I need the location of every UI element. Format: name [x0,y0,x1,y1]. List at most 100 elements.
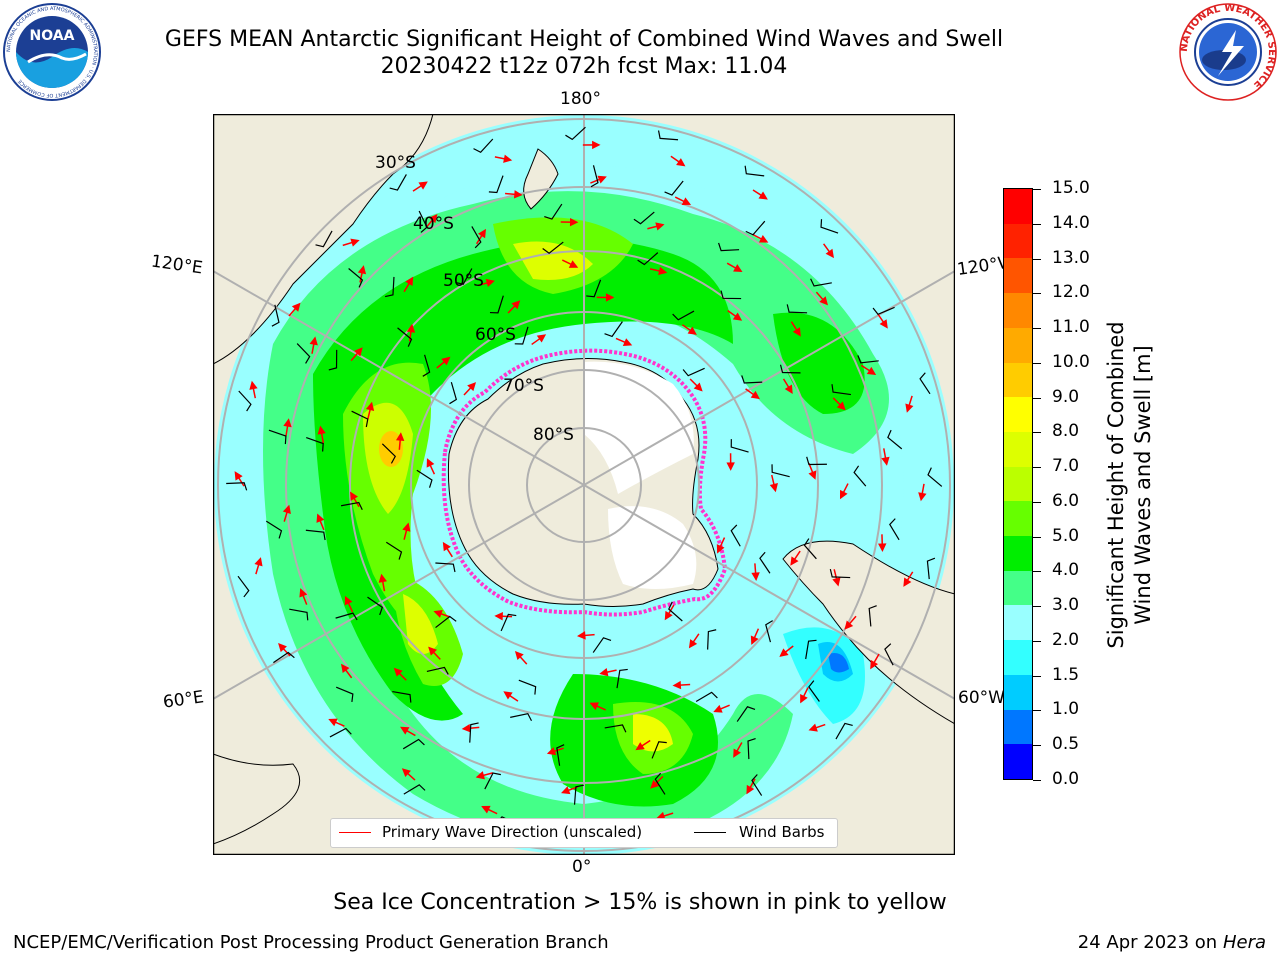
footer-date-text: 24 Apr 2023 on [1077,932,1223,953]
wind-barb [806,456,827,466]
wind-barb [351,410,369,428]
wave-arrow-head [536,334,547,343]
wind-barb [348,268,364,288]
noaa-logo: NOAA NATIONAL OCEANIC AND ATMOSPHERIC AD… [3,3,101,101]
wave-arrow-head [792,327,801,337]
wind-barb [381,443,397,464]
colorbar-segment [1004,223,1032,259]
wind-barb [514,326,529,345]
colorbar-tick-mark [1033,675,1041,677]
wind-barb [872,306,895,316]
legend-wave-line [339,832,371,833]
wave-arrow-head [461,724,471,733]
colorbar-tick-mark [1033,467,1041,469]
wave-arrow-head [350,238,360,247]
wind-barb [315,230,333,248]
colorbar-tick-mark [1033,293,1041,295]
wave-arrow-head [291,302,301,312]
colorbar-tick-label: 3.0 [1052,595,1080,616]
wind-barb [367,596,384,616]
wave-arrow-head [878,543,887,552]
lat-label-50s: 50°S [443,271,484,291]
colorbar-tick-label: 9.0 [1052,386,1080,407]
colorbar-segment [1004,431,1032,467]
wind-barb [759,551,771,574]
wave-arrow-head [503,154,513,163]
wind-barb [707,629,717,650]
wave-arrow-head [514,650,524,661]
wave-arrow-head [726,462,735,471]
wave-arrow-head [309,336,318,346]
wind-barb [889,518,900,541]
wave-arrow-head [278,643,287,653]
footer-branch: NCEP/EMC/Verification Post Processing Pr… [13,932,609,953]
wind-barb [857,355,879,364]
wave-arrow-head [400,726,410,735]
colorbar-tick-label: 0.5 [1052,734,1080,755]
wave-arrow-head [350,491,358,501]
wave-arrow-head [353,347,363,357]
wave-arrow-head [881,456,890,466]
wave-arrow-head [254,557,263,567]
wave-arrow-head [357,265,367,275]
wind-barb [473,138,494,154]
wave-arrow-head [576,631,586,640]
wave-arrow-head [800,694,808,704]
wave-arrow-head [494,612,503,621]
wind-barb [556,744,565,766]
wind-barb [397,327,413,347]
colorbar-tick-label: 5.0 [1052,525,1080,546]
wind-barb [418,210,428,233]
wave-arrow-head [481,805,491,814]
colorbar-tick-mark [1033,536,1041,538]
wave-arrow-head [650,779,660,789]
wave-arrow-head [866,366,877,375]
wave-arrow-head [751,572,760,582]
colorbar-tick-label: 11.0 [1052,317,1090,338]
wave-arrow-head [819,296,829,306]
wind-barb [518,679,537,695]
legend-wind-label: Wind Barbs [739,823,825,841]
wind-barb [926,557,936,580]
wave-arrow-head [365,401,375,411]
wind-barb [305,529,326,541]
colorbar-segment [1004,466,1032,502]
wind-barb [484,772,501,790]
wave-arrow-head [664,610,673,621]
wave-arrow-head [546,747,557,756]
colorbar-segment [1004,362,1032,398]
wave-arrow-head [561,786,571,795]
wind-barb [829,568,851,579]
wind-barb [335,686,354,703]
wave-arrow-head [418,181,428,190]
wind-barb [633,211,655,225]
colorbar-segment [1004,397,1032,432]
lon-label-0: 0° [572,857,592,877]
wind-barb [489,295,504,314]
wave-arrow-head [870,659,879,670]
colorbar-tick-label: 6.0 [1052,490,1080,511]
polar-wave-map: 30°S 40°S 50°S 60°S 70°S 80°S [213,114,955,855]
lat-label-70s: 70°S [503,376,544,396]
wind-barb [835,722,853,740]
colorbar-segment [1004,744,1032,779]
wave-arrow-head [402,522,411,532]
wind-barb [340,501,363,510]
wind-barb [500,613,517,632]
wind-barb [335,612,358,621]
wave-arrow-head [687,326,697,335]
lon-label-180: 180° [560,89,601,109]
colorbar-tick-mark [1033,745,1041,747]
wave-arrow-head [605,293,615,302]
wave-arrow-head [825,248,834,259]
nws-logo: NATIONAL WEATHER SERVICE [1179,3,1277,101]
wave-arrow-head [750,635,759,645]
wind-barb [927,467,943,487]
map-legend: Primary Wave Direction (unscaled) Wind B… [330,818,838,848]
wind-barb [542,241,564,254]
wave-arrow-head [681,197,692,205]
colorbar-segment [1004,189,1032,224]
colorbar-tick-label: 2.0 [1052,629,1080,650]
colorbar-tick-mark [1033,328,1041,330]
wave-arrow-head [733,264,743,272]
